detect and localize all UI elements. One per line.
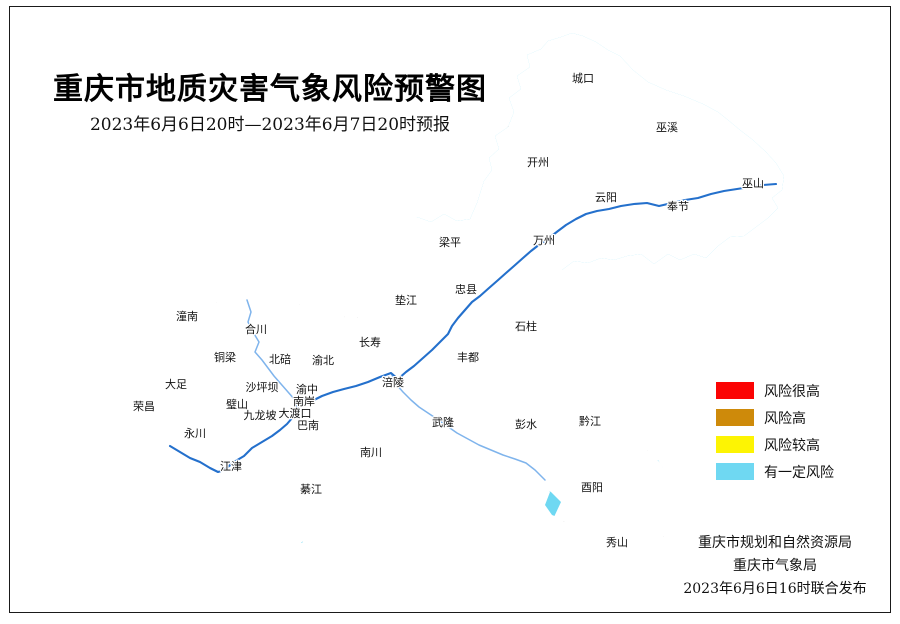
legend: 风险很高风险高风险较高有一定风险: [716, 377, 834, 485]
district-label-江津: 江津: [220, 460, 242, 473]
district-label-綦江: 綦江: [300, 483, 322, 496]
district-label-九龙坡: 九龙坡: [244, 409, 277, 422]
legend-label-3: 有一定风险: [764, 464, 834, 481]
district-label-大渡口: 大渡口: [279, 406, 312, 420]
credits-line-3: 2023年6月6日16时联合发布: [683, 581, 867, 597]
district-label-南川: 南川: [360, 446, 382, 459]
district-label-彭水: 彭水: [515, 417, 537, 431]
district-label-城口: 城口: [572, 72, 594, 85]
map-title: 重庆市地质灾害气象风险预警图: [53, 72, 487, 107]
legend-row-0: 风险很高: [716, 377, 834, 404]
district-label-云阳: 云阳: [595, 191, 617, 204]
legend-row-2: 风险较高: [716, 431, 834, 458]
municipality-boundary-stroke: [106, 31, 786, 590]
district-label-万州: 万州: [533, 234, 555, 247]
district-label-酉阳: 酉阳: [581, 481, 603, 494]
district-label-长寿: 长寿: [359, 335, 381, 349]
district-label-北碚: 北碚: [269, 352, 291, 366]
district-label-忠县: 忠县: [455, 283, 477, 296]
legend-row-1: 风险高: [716, 404, 834, 431]
legend-swatch-2: [716, 436, 754, 453]
legend-label-1: 风险高: [764, 410, 806, 427]
legend-label-0: 风险很高: [764, 383, 820, 400]
district-label-潼南: 潼南: [176, 309, 198, 323]
district-label-渝北: 渝北: [312, 353, 334, 367]
district-label-合川: 合川: [245, 322, 267, 336]
district-label-奉节: 奉节: [667, 199, 689, 213]
credits-line-1: 重庆市规划和自然资源局: [698, 535, 852, 551]
map-subtitle: 2023年6月6日20时—2023年6月7日20时预报: [89, 115, 451, 135]
district-label-黔江: 黔江: [579, 414, 601, 428]
district-label-秀山: 秀山: [606, 536, 628, 549]
district-label-渝中: 渝中: [296, 382, 318, 396]
district-label-丰都: 丰都: [457, 351, 479, 364]
legend-swatch-3: [716, 463, 754, 480]
district-label-荣昌: 荣昌: [133, 400, 155, 413]
credits-block: 重庆市规划和自然资源局 重庆市气象局 2023年6月6日16时联合发布: [650, 532, 900, 601]
district-label-垫江: 垫江: [395, 293, 417, 307]
district-label-涪陵: 涪陵: [382, 375, 404, 389]
district-label-璧山: 璧山: [226, 397, 248, 411]
district-label-巫溪: 巫溪: [656, 121, 678, 134]
district-label-大足: 大足: [165, 377, 187, 391]
rivers: [168, 182, 778, 481]
district-label-梁平: 梁平: [439, 235, 461, 249]
district-label-巴南: 巴南: [297, 419, 319, 432]
district-label-南岸: 南岸: [293, 395, 315, 408]
legend-label-2: 风险较高: [764, 437, 820, 454]
district-label-武隆: 武隆: [432, 415, 454, 429]
credits-line-2: 重庆市气象局: [733, 558, 817, 574]
district-label-永川: 永川: [184, 426, 206, 440]
district-label-沙坪坝: 沙坪坝: [246, 380, 279, 394]
legend-swatch-0: [716, 382, 754, 399]
district-label-石柱: 石柱: [515, 319, 537, 333]
district-label-巫山: 巫山: [742, 177, 764, 190]
district-label-开州: 开州: [527, 156, 549, 169]
legend-swatch-1: [716, 409, 754, 426]
district-label-铜梁: 铜梁: [214, 350, 236, 364]
legend-row-3: 有一定风险: [716, 458, 834, 485]
